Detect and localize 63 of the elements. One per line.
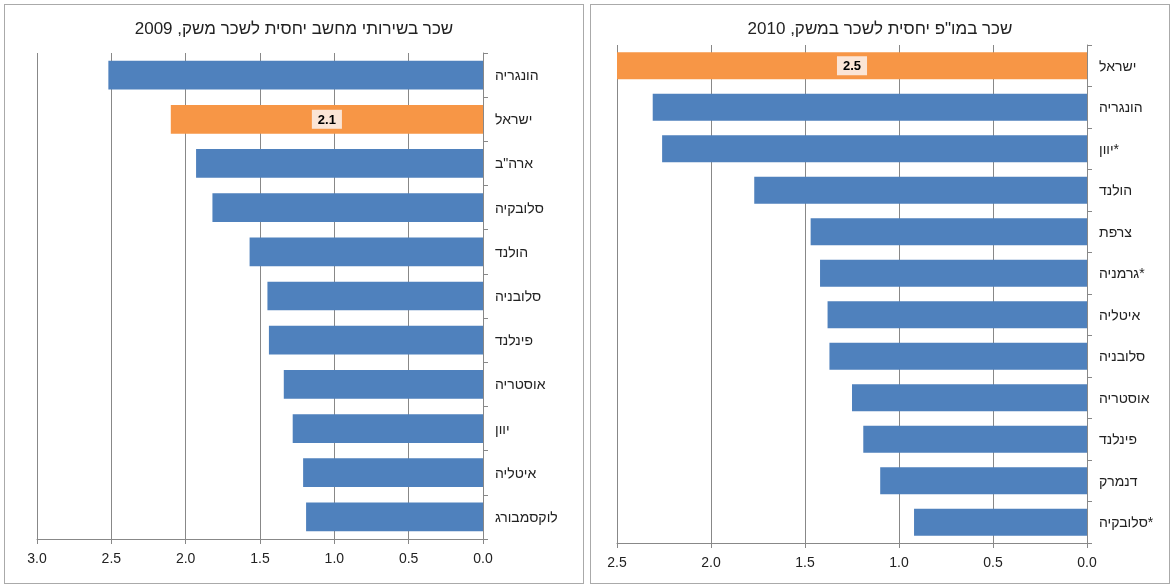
bar: [820, 259, 1087, 287]
bar: [170, 104, 483, 134]
x-tick-label: 2.5: [607, 554, 627, 570]
bar: [810, 218, 1087, 246]
y-tick-label: ארה"ב: [495, 155, 534, 172]
x-tick-label: 0.5: [398, 550, 419, 566]
chart-title: שכר במו"פ יחסית לשכר במשק, 2010: [747, 19, 1013, 38]
y-tick-label: יוון*: [1099, 140, 1120, 157]
bar: [303, 458, 483, 488]
x-tick-label: 2.0: [175, 550, 196, 566]
x-tick-label: 1.0: [889, 554, 909, 570]
bar: [914, 508, 1087, 536]
y-tick-label: הונגריה: [495, 67, 539, 84]
y-tick-label: סלובקיה*: [1099, 514, 1154, 531]
x-tick-label: 2.5: [101, 550, 122, 566]
data-label: 2.1: [317, 111, 336, 127]
bar: [880, 467, 1087, 495]
bar: [108, 60, 483, 90]
bar: [754, 176, 1087, 204]
x-tick-label: 2.0: [701, 554, 721, 570]
y-tick-label: ישראל: [1099, 57, 1137, 74]
y-tick-label: ישראל: [495, 111, 533, 128]
y-tick-label: סלובניה: [495, 288, 542, 304]
chart-title: שכר בשירותי מחשב יחסית לשכר משק, 2009: [134, 19, 454, 38]
y-tick-label: גרמניה*: [1099, 265, 1146, 282]
bar: [268, 325, 483, 355]
x-tick-label: 1.5: [250, 550, 270, 566]
y-tick-label: איטליה: [1099, 306, 1141, 323]
x-tick-label: 0.0: [1077, 554, 1097, 570]
bar: [617, 52, 1087, 80]
y-tick-label: הונגריה: [1099, 99, 1143, 116]
bar: [827, 301, 1087, 329]
y-tick-label: הולנד: [1099, 182, 1133, 199]
x-tick-label: 0.0: [473, 550, 493, 566]
y-tick-label: פינלנד: [1099, 431, 1137, 448]
x-tick-label: 1.5: [795, 554, 815, 570]
x-tick-label: 3.0: [27, 550, 47, 566]
y-tick-label: אוסטריה: [495, 376, 546, 393]
bar: [863, 425, 1087, 453]
data-label: 2.5: [842, 58, 862, 74]
bar: [652, 93, 1087, 121]
bar: [662, 135, 1087, 163]
x-tick-label: 0.5: [983, 554, 1003, 570]
bar: [852, 384, 1087, 412]
y-tick-label: אוסטריה: [1099, 389, 1150, 406]
x-tick-label: 1.0: [324, 550, 345, 566]
y-tick-label: סלובניה: [1099, 348, 1146, 365]
bar: [306, 502, 483, 532]
y-tick-label: פינלנד: [495, 332, 533, 349]
y-tick-label: יוון: [495, 420, 510, 437]
y-tick-label: לוקסמבורג: [495, 508, 558, 525]
bar: [267, 281, 483, 311]
y-tick-label: סלובקיה: [495, 199, 544, 216]
bar: [283, 370, 483, 399]
y-tick-label: צרפת: [1099, 223, 1133, 240]
y-tick-label: איטליה: [495, 464, 537, 481]
bar: [249, 237, 483, 267]
bar: [212, 193, 483, 222]
y-tick-label: דנמרק: [1099, 472, 1138, 489]
bar: [196, 149, 483, 178]
bar: [829, 342, 1087, 370]
y-tick-label: הולנד: [495, 243, 529, 260]
bar: [292, 414, 483, 443]
